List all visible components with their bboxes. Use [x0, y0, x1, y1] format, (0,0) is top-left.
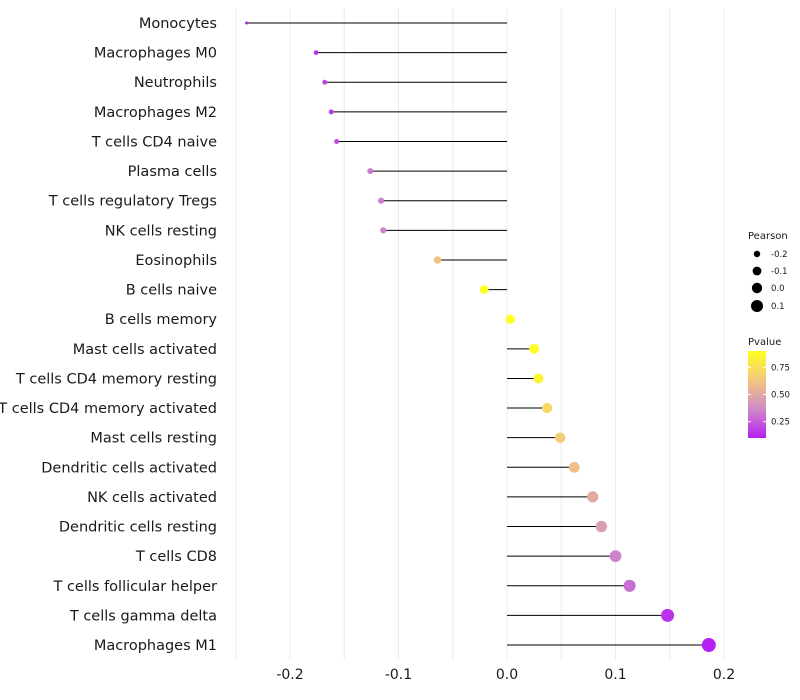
data-point	[568, 461, 580, 473]
x-tick-label: -0.1	[385, 667, 412, 683]
data-point	[587, 491, 599, 503]
data-point	[533, 373, 544, 384]
y-tick-label: Dendritic cells resting	[59, 520, 217, 536]
y-tick-label: B cells memory	[105, 312, 218, 328]
y-tick-label: Dendritic cells activated	[41, 460, 217, 476]
size-legend-label: -0.1	[771, 267, 788, 277]
color-legend: Pvalue 0.25 0.50 0.75	[748, 337, 790, 438]
y-tick-label: Neutrophils	[134, 75, 217, 91]
size-legend-key	[752, 266, 762, 276]
y-tick-label: Eosinophils	[135, 253, 217, 269]
data-point	[378, 197, 385, 204]
x-tick-label: 0.1	[604, 667, 626, 683]
data-point	[334, 138, 340, 145]
data-point	[328, 109, 334, 115]
color-legend-label: 0.50	[771, 391, 790, 401]
y-tick-label: B cells naive	[126, 283, 217, 299]
data-point	[701, 638, 716, 653]
y-tick-label: Plasma cells	[128, 164, 217, 180]
y-tick-label: T cells CD4 memory activated	[0, 401, 217, 417]
color-legend-title: Pvalue	[748, 337, 781, 348]
size-legend-key	[751, 282, 763, 294]
size-legend-key	[751, 300, 763, 312]
size-legend-label: -0.2	[771, 250, 788, 260]
x-tick-label: 0.0	[496, 667, 518, 683]
y-tick-label: Mast cells activated	[73, 342, 217, 358]
y-tick-label: T cells follicular helper	[52, 579, 217, 595]
size-legend-label: 0.0	[771, 284, 785, 294]
size-legend-title: Pearson	[748, 231, 788, 242]
data-point	[313, 50, 319, 55]
data-point	[609, 550, 622, 563]
y-tick-label: Macrophages M0	[94, 46, 217, 62]
size-legend: Pearson -0.2 -0.1 0.0 0.1	[748, 231, 788, 312]
size-legend-label: 0.1	[771, 302, 785, 312]
y-tick-label: T cells CD4 memory resting	[15, 371, 217, 387]
data-point	[529, 343, 540, 354]
data-point	[661, 608, 675, 622]
data-point	[245, 21, 249, 25]
data-point	[554, 432, 566, 443]
data-point	[505, 314, 515, 324]
data-point	[367, 168, 374, 175]
x-axis-labels: -0.2 -0.1 0.0 0.1 0.2	[276, 667, 735, 683]
data-point	[623, 579, 636, 592]
y-tick-label: T cells CD8	[135, 549, 217, 565]
x-tick-label: 0.2	[713, 667, 735, 683]
data-point	[595, 520, 608, 533]
y-tick-label: Macrophages M1	[94, 638, 217, 654]
color-legend-label: 0.25	[771, 418, 790, 428]
points	[245, 21, 716, 653]
data-point	[479, 285, 489, 294]
data-point	[380, 227, 387, 234]
y-tick-label: T cells CD4 naive	[91, 134, 217, 150]
x-tick-label: -0.2	[276, 667, 303, 683]
y-tick-label: T cells gamma delta	[69, 608, 217, 624]
y-tick-label: Mast cells resting	[90, 431, 217, 447]
stems	[246, 22, 709, 646]
size-legend-key	[753, 250, 761, 258]
data-point	[542, 402, 553, 414]
color-legend-bar	[748, 351, 766, 438]
y-tick-label: T cells regulatory Tregs	[48, 194, 217, 210]
y-tick-label: Monocytes	[139, 16, 217, 32]
y-tick-label: NK cells resting	[105, 223, 217, 239]
grid	[235, 8, 725, 660]
y-tick-label: NK cells activated	[87, 490, 217, 506]
data-point	[322, 79, 328, 85]
y-tick-label: Macrophages M2	[94, 105, 217, 121]
data-point	[433, 256, 442, 264]
y-axis-labels: Monocytes Macrophages M0 Neutrophils Macrop…	[0, 16, 217, 654]
color-legend-label: 0.75	[771, 363, 790, 373]
